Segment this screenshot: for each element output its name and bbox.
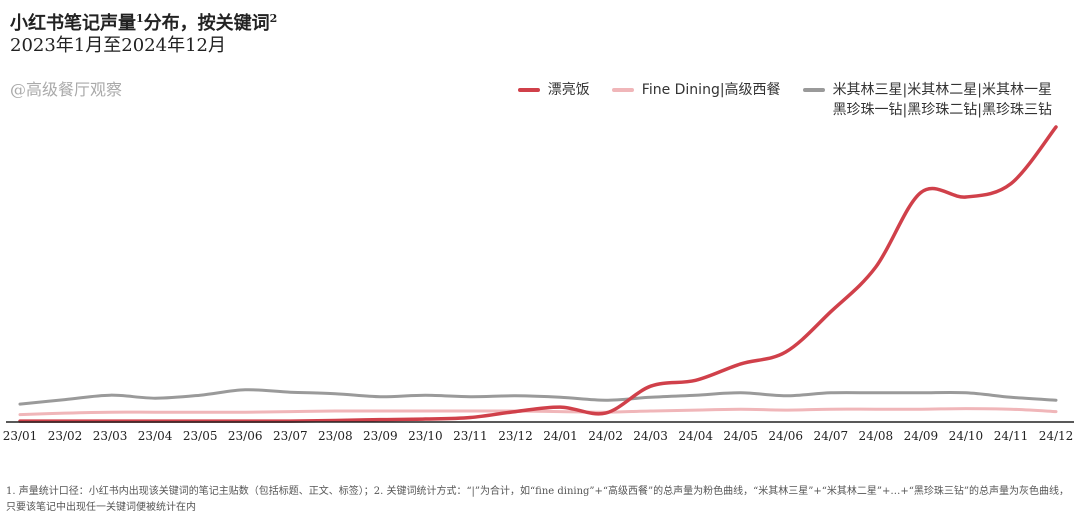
title-footnote-mark-1: 1 xyxy=(136,12,144,25)
x-tick-label: 24/05 xyxy=(723,429,758,443)
chart-title: 小红书笔记声量1分布，按关键词2 xyxy=(10,8,277,35)
x-tick-label: 24/08 xyxy=(859,429,894,443)
x-tick-label: 24/04 xyxy=(678,429,713,443)
x-tick-label: 23/04 xyxy=(138,429,173,443)
x-tick-label: 23/01 xyxy=(3,429,38,443)
legend: 漂亮饭 Fine Dining|高级西餐 米其林三星|米其林二星|米其林一星 黑… xyxy=(517,80,1052,120)
series-line-1 xyxy=(18,125,1058,423)
legend-item-series-2: Fine Dining|高级西餐 xyxy=(611,80,781,100)
x-tick-label: 23/08 xyxy=(318,429,353,443)
x-tick-label: 24/11 xyxy=(994,429,1029,443)
x-tick-label: 23/06 xyxy=(228,429,263,443)
x-tick-label: 24/01 xyxy=(543,429,578,443)
x-tick-label: 23/09 xyxy=(363,429,398,443)
title-footnote-mark-2: 2 xyxy=(269,12,278,25)
legend-label-series-3: 米其林三星|米其林二星|米其林一星 黑珍珠一钻|黑珍珠二钻|黑珍珠三钻 xyxy=(832,82,1052,118)
x-tick-label: 23/03 xyxy=(93,429,128,443)
series-line-3 xyxy=(18,388,1058,406)
chart-title-tail: 分布，按关键词 xyxy=(143,13,270,34)
legend-swatch-series-2 xyxy=(611,88,634,92)
x-tick-label: 23/07 xyxy=(273,429,308,443)
legend-swatch-series-1 xyxy=(517,88,540,92)
legend-label-series-1: 漂亮饭 xyxy=(547,82,590,98)
x-tick-label: 24/09 xyxy=(904,429,939,443)
legend-item-series-1: 漂亮饭 xyxy=(517,80,590,100)
x-tick-label: 24/10 xyxy=(949,429,984,443)
series-line-2 xyxy=(18,407,1058,417)
chart-title-text: 小红书笔记声量 xyxy=(10,13,136,34)
x-tick-label: 24/03 xyxy=(633,429,668,443)
x-tick-label: 23/02 xyxy=(48,429,83,443)
x-tick-label: 23/12 xyxy=(498,429,533,443)
x-tick-label: 24/07 xyxy=(814,429,849,443)
legend-item-series-3: 米其林三星|米其林二星|米其林一星 黑珍珠一钻|黑珍珠二钻|黑珍珠三钻 xyxy=(802,80,1052,120)
watermark: @高级餐厅观察 xyxy=(10,80,123,99)
legend-label-series-2: Fine Dining|高级西餐 xyxy=(641,82,781,98)
x-tick-label: 23/10 xyxy=(408,429,443,443)
x-tick-label: 24/06 xyxy=(768,429,803,443)
x-tick-label: 24/12 xyxy=(1039,429,1074,443)
legend-swatch-series-3 xyxy=(802,88,825,92)
x-tick-label: 24/02 xyxy=(588,429,623,443)
x-tick-label: 23/11 xyxy=(453,429,488,443)
chart-subtitle: 2023年1月至2024年12月 xyxy=(10,35,226,56)
footnote: 1. 声量统计口径：小红书内出现该关键词的笔记主贴数（包括标题、正文、标签）；2… xyxy=(6,486,1069,513)
x-tick-label: 23/05 xyxy=(183,429,218,443)
